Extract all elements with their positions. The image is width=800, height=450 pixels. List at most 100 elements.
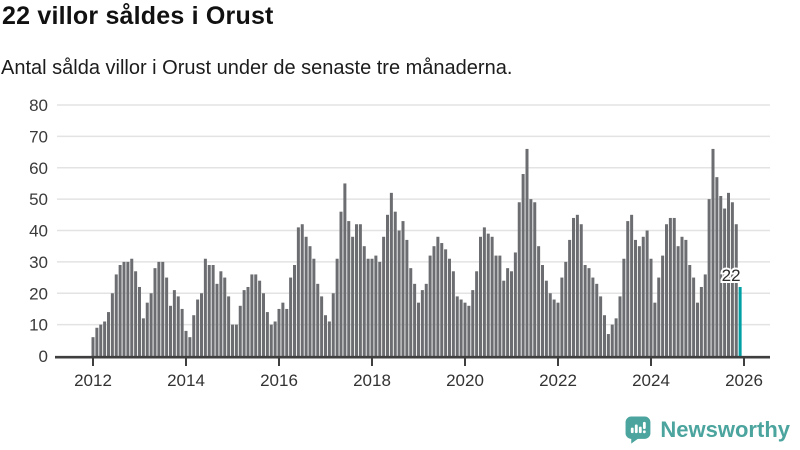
bar [242, 290, 246, 356]
bar [211, 265, 215, 356]
bar [537, 246, 541, 356]
bar [234, 324, 238, 356]
x-tick-label: 2014 [167, 371, 205, 390]
bar [393, 211, 397, 356]
bar [250, 274, 254, 356]
bar [560, 277, 564, 356]
bar [525, 148, 529, 356]
bar [238, 305, 242, 356]
bar [417, 302, 420, 356]
bar [529, 199, 533, 356]
bar [583, 265, 587, 356]
bar [630, 214, 634, 356]
bar [533, 202, 537, 356]
bar [219, 271, 223, 356]
bar [285, 308, 289, 356]
bar [327, 321, 331, 356]
bar [455, 296, 459, 356]
x-tick-label: 2026 [725, 371, 763, 390]
bar [618, 296, 622, 356]
bar [575, 214, 579, 356]
bar [200, 293, 203, 356]
bar [572, 217, 575, 356]
bar [165, 277, 169, 356]
bar [432, 246, 436, 356]
bar [207, 265, 211, 356]
bar [343, 183, 347, 356]
bar [320, 296, 324, 356]
x-tick-label: 2018 [353, 371, 391, 390]
highlight-bar [738, 286, 742, 356]
bar [661, 255, 665, 356]
brand-name: Newsworthy [660, 416, 790, 442]
bar [269, 324, 273, 356]
bar [358, 224, 362, 356]
chart-title: 22 villor såldes i Orust [2, 2, 274, 30]
y-tick-label: 0 [39, 347, 48, 366]
bar [110, 293, 114, 356]
y-tick-label: 70 [29, 127, 48, 146]
bar [316, 283, 320, 356]
bar [289, 277, 293, 356]
bar [498, 255, 502, 356]
bar [606, 334, 610, 356]
bar [506, 268, 510, 356]
x-tick-label: 2022 [539, 371, 577, 390]
bar [444, 249, 448, 356]
bar [521, 174, 525, 356]
bar [548, 293, 552, 356]
bar [459, 299, 463, 356]
y-tick-label: 50 [29, 190, 48, 209]
bar [699, 286, 703, 356]
y-tick-label: 40 [29, 222, 48, 241]
bar [440, 243, 444, 356]
bar [308, 246, 312, 356]
y-tick-label: 10 [29, 316, 48, 335]
bar [153, 268, 157, 356]
bar [696, 302, 699, 356]
bar [448, 258, 451, 356]
bar [626, 221, 630, 356]
y-tick-label: 80 [29, 96, 48, 115]
bar [355, 224, 358, 356]
bar [126, 261, 130, 356]
bar [634, 239, 637, 356]
bar [610, 324, 614, 356]
bar [641, 236, 645, 356]
bar [161, 261, 165, 356]
bar [300, 224, 304, 356]
bar [134, 271, 138, 356]
bar [645, 230, 649, 356]
bar [397, 230, 401, 356]
bar [556, 302, 560, 356]
bar [227, 296, 231, 356]
bar [172, 290, 176, 356]
brand-footer: Newsworthy [624, 415, 790, 444]
bar [169, 305, 172, 356]
y-tick-label: 60 [29, 159, 48, 178]
bar [703, 274, 707, 356]
y-tick-label: 30 [29, 253, 48, 272]
bar [176, 296, 180, 356]
bar [653, 302, 657, 356]
bar [436, 236, 440, 356]
bar [339, 211, 343, 356]
bar [649, 258, 653, 356]
bar [552, 299, 556, 356]
bar [475, 271, 479, 356]
bar [312, 258, 316, 356]
bar [513, 252, 517, 356]
newsworthy-logo-icon [625, 416, 651, 444]
x-tick-label: 2020 [446, 371, 484, 390]
bar [517, 202, 521, 356]
bar [188, 337, 192, 356]
bar [157, 261, 161, 356]
bar [657, 277, 661, 356]
bar [215, 283, 219, 356]
bar [587, 268, 591, 356]
bar [203, 258, 207, 356]
bar [424, 283, 428, 356]
bar [463, 302, 467, 356]
